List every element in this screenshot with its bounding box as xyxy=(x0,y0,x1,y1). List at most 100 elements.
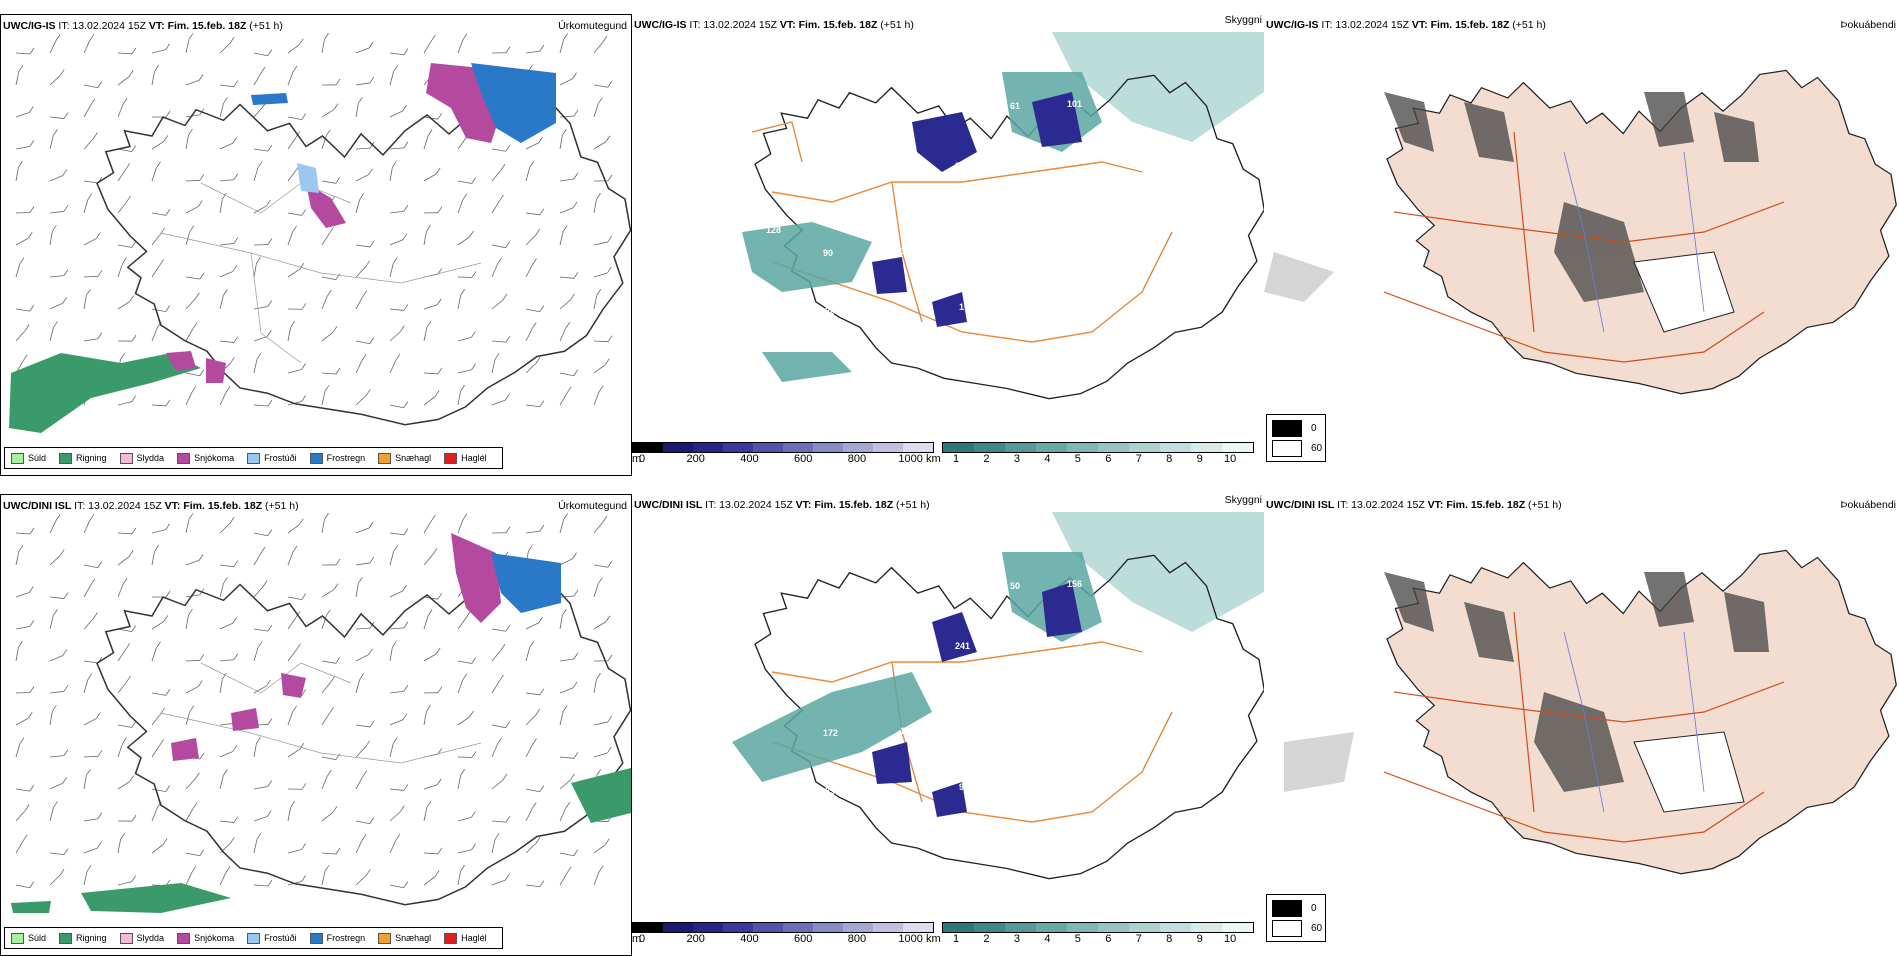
wind-barb xyxy=(322,181,336,183)
wind-barb xyxy=(16,718,28,725)
wind-barb-flag xyxy=(18,641,22,647)
wind-barb xyxy=(152,714,161,725)
wind-barb-flag xyxy=(263,580,267,586)
wind-barb-flag xyxy=(501,644,505,650)
wind-barb xyxy=(526,745,533,757)
colorbar-segment xyxy=(663,923,693,932)
wind-barb xyxy=(16,330,25,341)
precip-frz-small xyxy=(251,93,288,105)
wind-barb xyxy=(288,597,302,600)
visibility-label: 10 xyxy=(1071,240,1081,250)
wind-barb-flag xyxy=(404,784,408,790)
wind-barb-flag xyxy=(132,528,136,534)
colorbar-tick: 3 xyxy=(1014,453,1020,465)
precip-type-panel-row1: UWC/IG-IS IT: 13.02.2024 15Z VT: Fim. 15… xyxy=(0,14,632,476)
wind-barb xyxy=(288,749,300,757)
wind-barb-flag xyxy=(533,739,537,745)
wind-barb-flag xyxy=(234,174,238,180)
wind-barb-flag xyxy=(30,305,34,311)
wind-barb xyxy=(84,775,86,789)
wind-barb xyxy=(220,85,234,87)
wind-barb xyxy=(288,137,296,149)
colorbar-segment xyxy=(783,443,813,452)
wind-barb xyxy=(356,175,368,181)
wind-barb xyxy=(186,135,188,149)
wind-barb xyxy=(220,103,223,117)
legend-item: Snæhagl xyxy=(378,933,431,944)
wind-barb xyxy=(118,202,127,213)
panel-title: Úrkomutegund xyxy=(558,20,627,32)
wind-barb xyxy=(186,39,189,53)
wind-barb-flag xyxy=(268,239,272,245)
colorbar-tick: 200 xyxy=(687,453,705,465)
wind-barb xyxy=(84,105,91,117)
wind-barb-flag xyxy=(506,527,510,533)
colorbar-segment xyxy=(843,443,873,452)
wind-barb-flag xyxy=(608,655,612,661)
wind-barb-flag xyxy=(122,738,126,744)
wind-barb-flag xyxy=(404,205,408,211)
wind-barb xyxy=(560,519,564,533)
wind-barb-flag xyxy=(506,722,510,728)
wind-barb xyxy=(424,136,428,149)
wind-barb xyxy=(390,591,403,597)
visibility-label: 20 xyxy=(898,643,908,653)
wind-barb-flag xyxy=(566,802,570,808)
colorbar-tick: 3 xyxy=(1014,933,1020,945)
colorbar-segment xyxy=(1005,443,1036,452)
wind-barb-flag xyxy=(299,39,303,45)
wind-barb-flag xyxy=(293,546,297,552)
wind-barb xyxy=(492,300,503,309)
wind-barb-flag xyxy=(598,578,602,584)
wind-barb-flag xyxy=(93,613,97,619)
wind-barb-flag xyxy=(506,47,510,53)
colorbar-tick: 5 xyxy=(1075,933,1081,945)
colorbar-segment xyxy=(943,923,974,932)
wind-barb xyxy=(594,584,598,597)
wind-barb-flag xyxy=(567,387,571,393)
wind-barb-flag xyxy=(540,525,544,531)
wind-barb xyxy=(152,309,166,312)
wind-barb xyxy=(492,880,505,885)
legend-item: Haglél xyxy=(444,933,487,944)
wind-barb xyxy=(254,106,263,117)
wind-barb-flag xyxy=(30,621,34,627)
wind-barb xyxy=(186,712,190,725)
wind-barb-flag xyxy=(121,353,125,359)
wind-barb-flag xyxy=(366,869,370,875)
init-time: IT: 13.02.2024 15Z xyxy=(58,20,146,32)
colorbar-segment xyxy=(974,923,1005,932)
wind-barb-flag xyxy=(234,337,238,343)
wind-barb xyxy=(594,42,603,53)
wind-barb xyxy=(424,231,426,245)
wind-barb xyxy=(390,720,403,725)
precip-type-legend: Súld Rigning Slydda Snjókoma Frostúði Fr… xyxy=(4,927,503,949)
wind-barb-flag xyxy=(506,242,510,248)
wind-barb xyxy=(84,756,98,757)
colorbar-km-unit: km xyxy=(926,933,941,945)
wind-barb-flag xyxy=(603,516,607,522)
visibility-label: 155 xyxy=(768,788,783,798)
wind-barb xyxy=(254,53,268,56)
wind-barb xyxy=(186,660,200,661)
wind-barb xyxy=(492,264,497,277)
wind-barb xyxy=(560,873,567,885)
wind-barb xyxy=(390,647,392,661)
wind-barb-flag xyxy=(503,774,507,780)
wind-barb xyxy=(322,296,327,309)
wind-barb-flag xyxy=(30,48,34,54)
wind-barb xyxy=(424,853,438,854)
colorbar-tick: 7 xyxy=(1136,453,1142,465)
wind-barb-flag xyxy=(330,227,334,233)
wind-barb xyxy=(288,45,299,53)
model-name: UWC/DINI ISL xyxy=(634,499,702,511)
wind-barb-flag xyxy=(370,557,374,563)
wind-barb-flag xyxy=(96,232,100,238)
wind-barb-flag xyxy=(404,685,408,691)
wind-barb-flag xyxy=(396,354,400,360)
wind-barb-flag xyxy=(497,258,501,264)
wind-barb xyxy=(594,622,606,629)
wind-barb xyxy=(288,213,302,215)
